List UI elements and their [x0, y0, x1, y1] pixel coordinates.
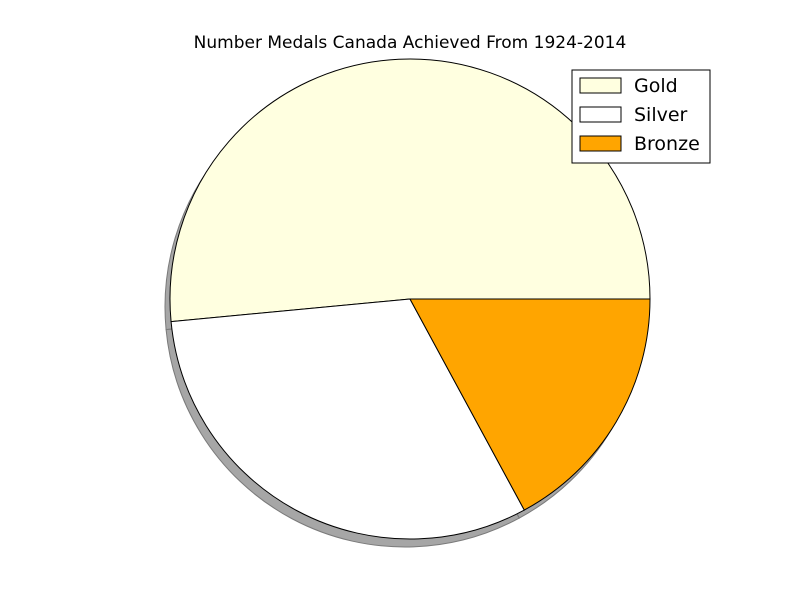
legend-label-gold: Gold — [634, 75, 678, 97]
pie-slice-bronze — [409, 298, 651, 511]
pie-slices — [169, 58, 651, 540]
legend-swatch-silver — [579, 106, 622, 123]
legend-label-silver: Silver — [634, 104, 688, 126]
legend-label-bronze: Bronze — [634, 133, 700, 155]
legend-swatch-gold — [579, 77, 622, 94]
pie-slice-silver — [170, 298, 525, 540]
legend-swatch-bronze — [579, 135, 622, 152]
legend: Gold Silver Bronze — [571, 69, 711, 164]
pie-slice-gold — [169, 58, 651, 323]
chart-title: Number Medals Canada Achieved From 1924-… — [193, 33, 627, 53]
